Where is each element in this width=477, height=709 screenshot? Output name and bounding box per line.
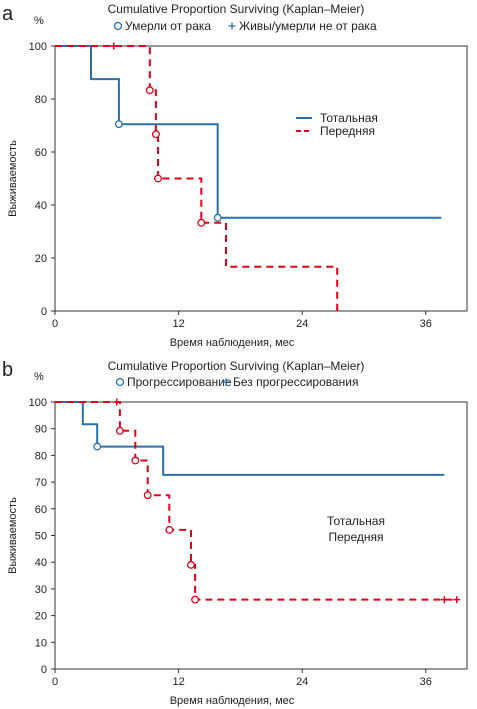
y-tick-label: 100 [29,397,47,409]
legend-marker-label: Умерли от рака [125,19,211,33]
event-point [143,491,152,500]
event-point [151,130,160,139]
plot-frame [54,45,468,312]
y-tick-label: 80 [35,94,47,106]
event-point [197,218,206,227]
event-point [213,213,222,222]
y-tick-label: 60 [35,147,47,159]
legend-plus-marker [228,22,236,30]
y-unit-label: % [34,15,44,27]
censored-point [453,596,461,604]
y-unit-label: % [34,371,44,383]
event-point [114,120,123,129]
x-tick-label: 0 [52,676,58,688]
legend-marker-label: Без прогрессирования [233,375,358,389]
x-axis-label: Время наблюдения, мес [170,337,295,349]
x-tick-label: 36 [420,676,432,688]
y-tick-label: 20 [35,253,47,265]
legend-circle-marker [115,377,125,387]
y-tick-label: 70 [35,477,47,489]
event-point [115,426,124,435]
y-tick-label: 20 [35,611,47,623]
y-tick-label: 30 [35,584,47,596]
legend-series-label: Передняя [328,530,383,544]
x-tick-label: 12 [172,318,184,330]
x-tick-label: 24 [296,676,308,688]
y-tick-label: 0 [41,664,47,676]
legend-series-label: Передняя [320,124,375,138]
y-tick-label: 50 [35,531,47,543]
series-line-total [55,401,445,476]
y-axis-label: Выживаемость [7,497,19,574]
chart-title: Cumulative Proportion Surviving (Kaplan–… [108,2,365,16]
series-line-total [55,45,442,219]
censored-point [110,42,118,50]
legend-plus-marker [222,378,230,386]
event-point [191,595,200,604]
x-tick-label: 0 [52,318,58,330]
event-point [187,560,195,569]
y-tick-label: 0 [41,306,47,318]
x-tick-label: 24 [296,318,308,330]
x-tick-label: 12 [172,676,184,688]
y-tick-label: 40 [35,557,47,569]
legend-series-label: Тотальная [327,514,385,528]
y-tick-label: 10 [35,637,47,649]
censored-point [113,398,121,406]
legend-marker-label: Прогрессирование [127,375,232,389]
y-tick-label: 80 [35,450,47,462]
legend-series-label: Тотальная [320,111,378,125]
y-tick-label: 100 [29,41,47,53]
event-point [131,456,140,465]
event-point [165,525,174,534]
legend-circle-marker [113,21,123,31]
event-point [93,442,102,451]
panel-letter: a [2,3,14,25]
y-tick-label: 60 [35,504,47,516]
panel-letter: b [2,359,13,381]
series-line-anterior [55,45,339,311]
event-point [154,174,162,183]
series-line-anterior [55,401,457,601]
chart-title: Cumulative Proportion Surviving (Kaplan–… [108,359,365,373]
y-tick-label: 90 [35,424,47,436]
legend-marker-label: Живы/умерли не от рака [239,19,377,33]
x-axis-label: Время наблюдения, мес [170,695,295,707]
plot-frame [54,401,468,670]
event-point [145,86,154,95]
y-axis-label: Выживаемость [7,140,19,217]
x-tick-label: 36 [420,318,432,330]
censored-point [440,596,448,604]
y-tick-label: 40 [35,200,47,212]
